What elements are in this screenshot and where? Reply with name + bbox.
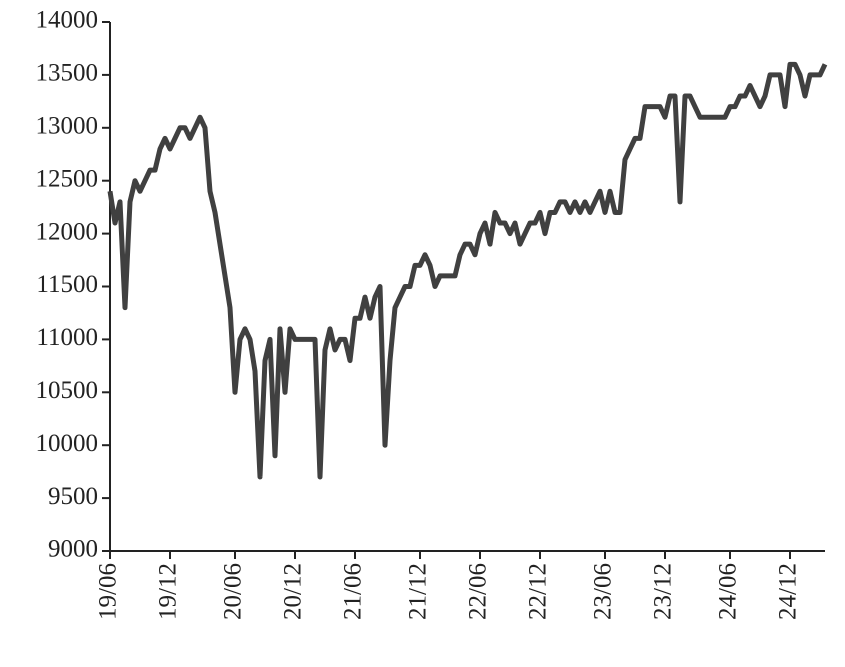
y-tick-label: 10000 xyxy=(36,430,99,457)
y-tick-label: 14000 xyxy=(36,7,99,34)
x-tick-label: 23/06 xyxy=(590,563,617,620)
x-tick-label: 21/06 xyxy=(340,563,367,620)
x-tick-label: 21/12 xyxy=(405,563,432,620)
y-tick-label: 12000 xyxy=(36,218,99,245)
y-tick-label: 9000 xyxy=(48,536,98,563)
x-tick-label: 22/12 xyxy=(525,563,552,620)
x-tick-label: 19/12 xyxy=(155,563,182,620)
x-tick-label: 22/06 xyxy=(465,563,492,620)
y-tick-label: 11500 xyxy=(36,271,98,298)
y-tick-label: 9500 xyxy=(48,483,98,510)
x-tick-label: 24/12 xyxy=(775,563,802,620)
x-tick-label: 23/12 xyxy=(650,563,677,620)
y-tick-label: 11000 xyxy=(36,324,98,351)
y-tick-label: 10500 xyxy=(36,377,99,404)
data-line xyxy=(107,61,828,480)
x-tick-label: 19/06 xyxy=(95,563,122,620)
y-tick-label: 13500 xyxy=(36,60,99,87)
y-tick-label: 12500 xyxy=(36,165,99,192)
x-tick-label: 24/06 xyxy=(715,563,742,620)
x-tick-label: 20/06 xyxy=(220,563,247,620)
x-tick-label: 20/12 xyxy=(280,563,307,620)
y-tick-label: 13000 xyxy=(36,113,99,140)
